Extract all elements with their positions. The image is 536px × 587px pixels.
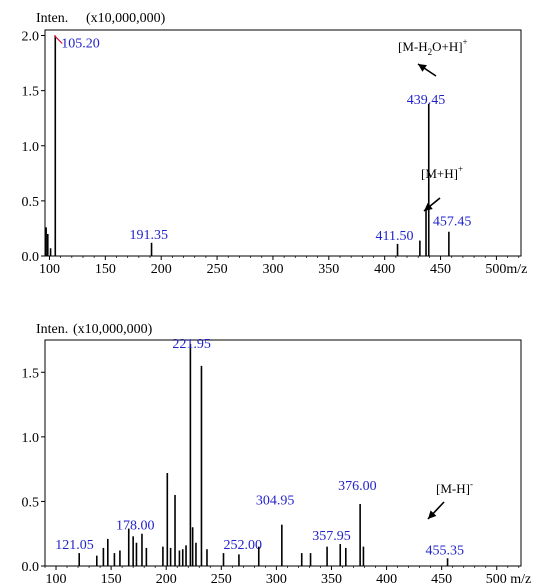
x-tick-label: 350 xyxy=(318,262,339,277)
x-tick-label: 450 xyxy=(431,572,452,587)
y-tick-label: 0.0 xyxy=(22,560,40,575)
x-tick-label: 200 xyxy=(151,262,172,277)
x-tick-label: 250 xyxy=(211,572,232,587)
peak-label: 457.45 xyxy=(433,215,472,230)
x-tick-label: 300 xyxy=(266,572,287,587)
peak-label: 252.00 xyxy=(224,538,263,553)
peak-label: 191.35 xyxy=(130,228,169,243)
spectrum-panel-top: Inten. (x10,000,000) 0.0 0.5 1.0 1.5 2.0 100 1… xyxy=(22,11,528,277)
peak-label: 357.95 xyxy=(312,529,351,544)
x-tick-label: 200 xyxy=(156,572,177,587)
x-tick-label-last: 500 m/z xyxy=(486,572,532,587)
x-tick-label: 250 xyxy=(207,262,228,277)
y-tick-label: 0.0 xyxy=(22,250,40,265)
arrow-head xyxy=(428,510,437,519)
y-tick-label: 0.5 xyxy=(22,495,40,510)
x-tick-label: 100 xyxy=(39,262,60,277)
peak-label: 455.35 xyxy=(426,543,465,558)
peak-label: 105.20 xyxy=(61,37,100,52)
x-tick-label-last: 500m/z xyxy=(485,262,527,277)
peak-label: 304.95 xyxy=(256,494,295,509)
y-tick-label: 1.5 xyxy=(22,85,40,100)
peak-label: 376.00 xyxy=(338,479,377,494)
y-tick-label: 2.0 xyxy=(22,30,40,45)
ion-annotation: [M+H]+ xyxy=(421,164,463,181)
ion-annotation: [M-H]- xyxy=(436,479,473,496)
base-peak-marker xyxy=(53,35,63,44)
peak-label: 178.00 xyxy=(116,519,154,534)
peak-label: 121.05 xyxy=(55,538,94,553)
y-tick-label: 1.0 xyxy=(22,140,40,155)
y-tick-label: 1.5 xyxy=(22,366,40,381)
x-tick-label: 350 xyxy=(321,572,342,587)
y-axis-title-prefix: Inten. xyxy=(36,322,68,337)
y-tick-label: 0.5 xyxy=(22,195,40,210)
peak-label: 411.50 xyxy=(376,229,414,244)
plot-frame xyxy=(44,339,522,567)
y-axis-title-prefix: Inten. xyxy=(36,11,68,26)
ion-annotation: [M-H2O+H]+ xyxy=(398,37,468,57)
plot-frame xyxy=(44,29,522,257)
peak-label: 439.45 xyxy=(407,93,446,108)
x-tick-label: 150 xyxy=(101,572,122,587)
y-tick-label: 1.0 xyxy=(22,431,40,446)
y-axis-title-scale: (x10,000,000) xyxy=(73,322,153,337)
x-tick-label: 450 xyxy=(430,262,451,277)
x-tick-label: 400 xyxy=(376,572,397,587)
x-tick-label: 100 xyxy=(46,572,67,587)
x-tick-label: 150 xyxy=(95,262,116,277)
spectrum-panel-bottom: Inten. (x10,000,000) 0.0 0.5 1.0 1.5 100 150 2… xyxy=(22,322,532,587)
arrow-head xyxy=(424,202,433,211)
x-tick-label: 300 xyxy=(262,262,283,277)
arrow-head xyxy=(418,64,427,72)
peak-label: 221.95 xyxy=(172,337,211,352)
x-tick-label: 400 xyxy=(374,262,395,277)
y-axis-title-scale: (x10,000,000) xyxy=(86,11,166,26)
